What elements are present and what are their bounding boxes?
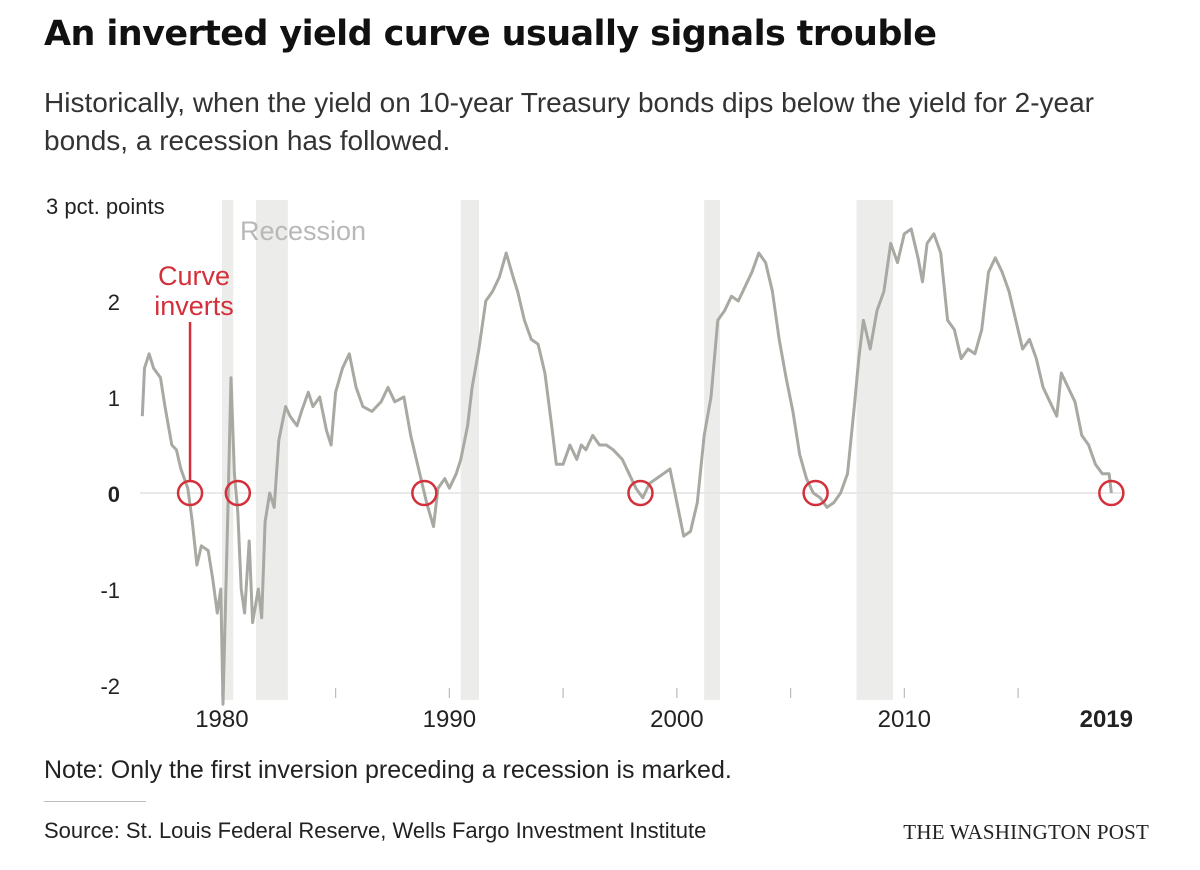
inversion-marker-4 bbox=[802, 479, 829, 507]
chart-title: An inverted yield curve usually signals … bbox=[44, 14, 937, 54]
chart-note: Note: Only the first inversion preceding… bbox=[44, 756, 732, 784]
source-credit: Source: St. Louis Federal Reserve, Wells… bbox=[44, 818, 707, 843]
recession-band-2 bbox=[460, 200, 479, 700]
y-tick-label-5: -2 bbox=[100, 674, 120, 699]
inversion-marker-2 bbox=[411, 479, 438, 507]
curve-inverts-label-1: inverts bbox=[154, 291, 234, 321]
inversion-marker-3 bbox=[627, 479, 654, 507]
x-tick-label-0: 1980 bbox=[195, 706, 248, 733]
y-tick-label-0: 3 pct. points bbox=[46, 194, 165, 219]
x-tick-label-2: 2000 bbox=[650, 706, 703, 733]
recession-band-4 bbox=[856, 200, 893, 700]
inversion-marker-1 bbox=[224, 479, 252, 507]
recession-band-1 bbox=[256, 200, 288, 700]
inversion-marker-0 bbox=[176, 479, 204, 507]
spread-series-line bbox=[140, 227, 1113, 706]
publisher-credit: THE WASHINGTON POST bbox=[903, 820, 1149, 844]
recession-band-0 bbox=[221, 200, 234, 700]
chart-subtitle: Historically, when the yield on 10-year … bbox=[44, 87, 1094, 156]
recession-band-3 bbox=[704, 200, 721, 700]
y-tick-label-2: 1 bbox=[108, 386, 120, 411]
recession-label: Recession bbox=[240, 216, 366, 246]
y-tick-label-3: 0 bbox=[108, 482, 120, 507]
note-divider bbox=[44, 801, 146, 802]
x-tick-label-3: 2010 bbox=[878, 706, 931, 733]
x-tick-label-4: 2019 bbox=[1080, 706, 1133, 733]
x-tick-label-1: 1990 bbox=[423, 706, 476, 733]
y-tick-label-4: -1 bbox=[100, 578, 120, 603]
inversion-marker-5 bbox=[1098, 479, 1125, 507]
curve-inverts-label-0: Curve bbox=[158, 261, 230, 291]
y-tick-label-1: 2 bbox=[108, 290, 120, 315]
